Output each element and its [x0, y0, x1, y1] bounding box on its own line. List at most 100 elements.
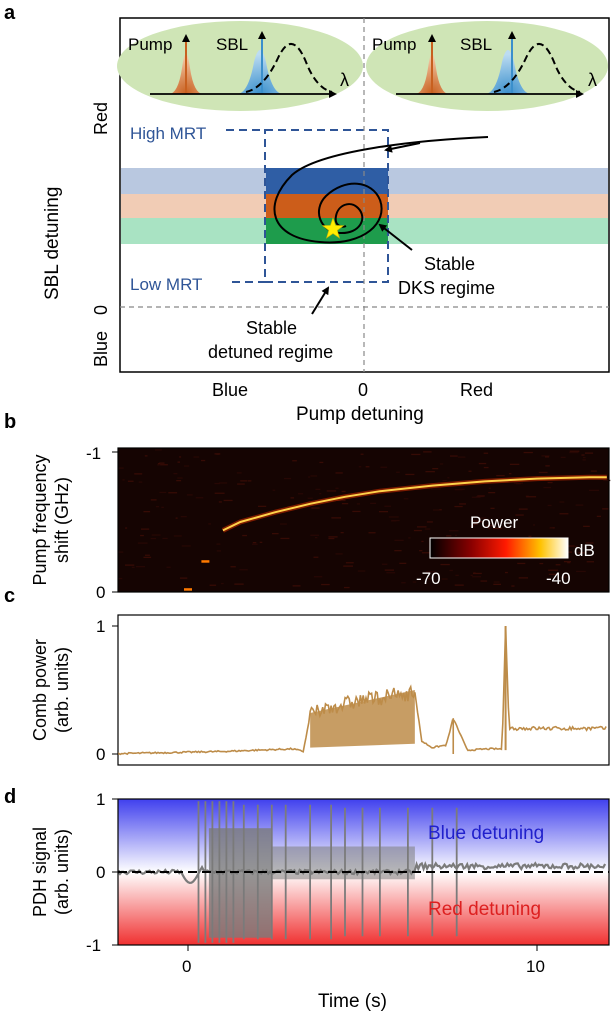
red-detuning-label: Red detuning [428, 899, 541, 920]
heatmap-noise-streak [145, 554, 150, 556]
y-red-label: Red [91, 102, 111, 135]
c-ylabel-1: Comb power [30, 639, 50, 741]
heatmap-noise-streak [337, 499, 346, 502]
heatmap-noise-streak [483, 466, 489, 469]
heatmap-noise-streak [547, 481, 553, 484]
heatmap-noise-streak [252, 543, 258, 545]
heatmap-noise-streak [380, 466, 388, 468]
stable-detuned-label-1: Stable [246, 318, 297, 338]
heatmap-noise-streak [539, 562, 544, 565]
heatmap-noise-streak [505, 571, 508, 574]
colorbar-min-label: -70 [416, 569, 441, 588]
heatmap-noise-streak [446, 535, 452, 537]
heatmap-noise-streak [345, 562, 354, 564]
heatmap-noise-streak [360, 453, 364, 455]
heatmap-noise-streak [218, 501, 222, 503]
dks-pointer-arrow [378, 223, 413, 251]
heatmap-noise-streak [585, 452, 594, 454]
heatmap-noise-streak [590, 470, 597, 472]
heatmap-noise-streak [428, 578, 431, 580]
heatmap-noise-streak [118, 467, 124, 469]
heatmap-noise-streak [589, 489, 599, 491]
spiral-trajectory [273, 136, 489, 244]
heatmap-noise-streak [240, 480, 248, 482]
heatmap-noise-streak [131, 566, 135, 568]
heatmap-noise-streak [526, 496, 537, 498]
heatmap-noise-streak [161, 506, 164, 508]
heatmap-noise-streak [569, 451, 579, 454]
heatmap-noise-streak [159, 491, 167, 494]
heatmap-noise-streak [555, 564, 561, 566]
heatmap-noise-streak [441, 578, 448, 580]
heatmap-noise-streak [313, 556, 319, 558]
heatmap-noise-streak [548, 573, 558, 575]
heatmap-noise-streak [136, 566, 145, 568]
box-orange [266, 194, 388, 218]
heatmap-noise-streak [567, 545, 575, 547]
heatmap-noise-streak [168, 492, 178, 494]
heatmap-noise-streak [508, 473, 512, 475]
heatmap-noise-streak [242, 534, 247, 537]
pdh-trace [117, 860, 607, 885]
heatmap-noise-streak [239, 569, 248, 571]
heatmap-noise-streak [470, 574, 473, 576]
heatmap-noise-streak [417, 526, 427, 528]
low-mrt-label: Low MRT [130, 275, 202, 294]
heatmap-noise-streak [118, 551, 124, 553]
heatmap-noise-streak [454, 584, 464, 586]
heatmap-noise-streak [292, 585, 301, 587]
panel-d-plot [117, 798, 610, 946]
heatmap-noise-streak [425, 471, 435, 473]
heatmap-noise-streak [447, 477, 450, 479]
heatmap-noise-streak [180, 516, 187, 518]
heatmap-noise-streak [442, 480, 447, 482]
heatmap-noise-streak [127, 480, 134, 482]
sbl-peak-right [484, 50, 532, 95]
heatmap-noise-streak [454, 489, 463, 491]
comb-noise-block [310, 690, 415, 748]
heatmap-noise-streak [386, 572, 396, 574]
heatmap-noise-streak [455, 534, 457, 536]
heatmap-noise-streak [319, 493, 322, 495]
heatmap-noise-streak [478, 462, 487, 465]
heatmap-noise-streak [576, 570, 586, 573]
stable-detuned-label-2: detuned regime [208, 342, 333, 362]
heatmap-noise-streak [150, 499, 157, 501]
heatmap-noise-streak [177, 461, 180, 463]
b-ylabel-2: shift (GHz) [52, 477, 72, 563]
heatmap-noise-streak [175, 517, 178, 519]
heatmap-noise-streak [358, 466, 362, 468]
heatmap-noise-streak [493, 527, 502, 529]
heatmap-noise-streak [159, 462, 165, 464]
heatmap-noise-streak [468, 470, 472, 472]
heatmap-noise-streak [581, 454, 585, 456]
heatmap-noise-streak [341, 490, 346, 493]
d-ytick-top: 1 [96, 790, 105, 809]
heatmap-noise-streak [523, 451, 533, 454]
heatmap-noise-streak [488, 487, 491, 489]
heatmap-noise-streak [151, 534, 161, 536]
heatmap-noise-streak [475, 521, 483, 523]
heatmap-noise-streak [259, 541, 263, 543]
d-ylabel-1: PDH signal [30, 827, 50, 917]
heatmap-noise-streak [560, 456, 566, 458]
heatmap-noise-streak [284, 477, 292, 480]
heatmap-noise-streak [280, 523, 287, 525]
heatmap-noise-streak [490, 507, 495, 509]
heatmap-noise-streak [177, 477, 183, 479]
heatmap-noise-streak [513, 482, 523, 484]
heatmap-noise-streak [541, 455, 550, 457]
heatmap-noise-streak [326, 490, 337, 492]
heatmap-noise-streak [403, 498, 409, 500]
heatmap-noise-streak [449, 530, 459, 532]
heatmap-noise-streak [272, 489, 276, 491]
heatmap-noise-streak [488, 492, 496, 494]
heatmap-noise-streak [220, 582, 224, 585]
mrt-dashed-box [264, 129, 389, 283]
heatmap-noise-streak [162, 537, 168, 540]
c-ytick-bottom: 0 [96, 745, 105, 764]
heatmap-noise-streak [517, 562, 526, 565]
panel-label-b: b [4, 411, 16, 433]
heatmap-noise-streak [457, 456, 466, 458]
heatmap-noise-streak [543, 486, 551, 489]
